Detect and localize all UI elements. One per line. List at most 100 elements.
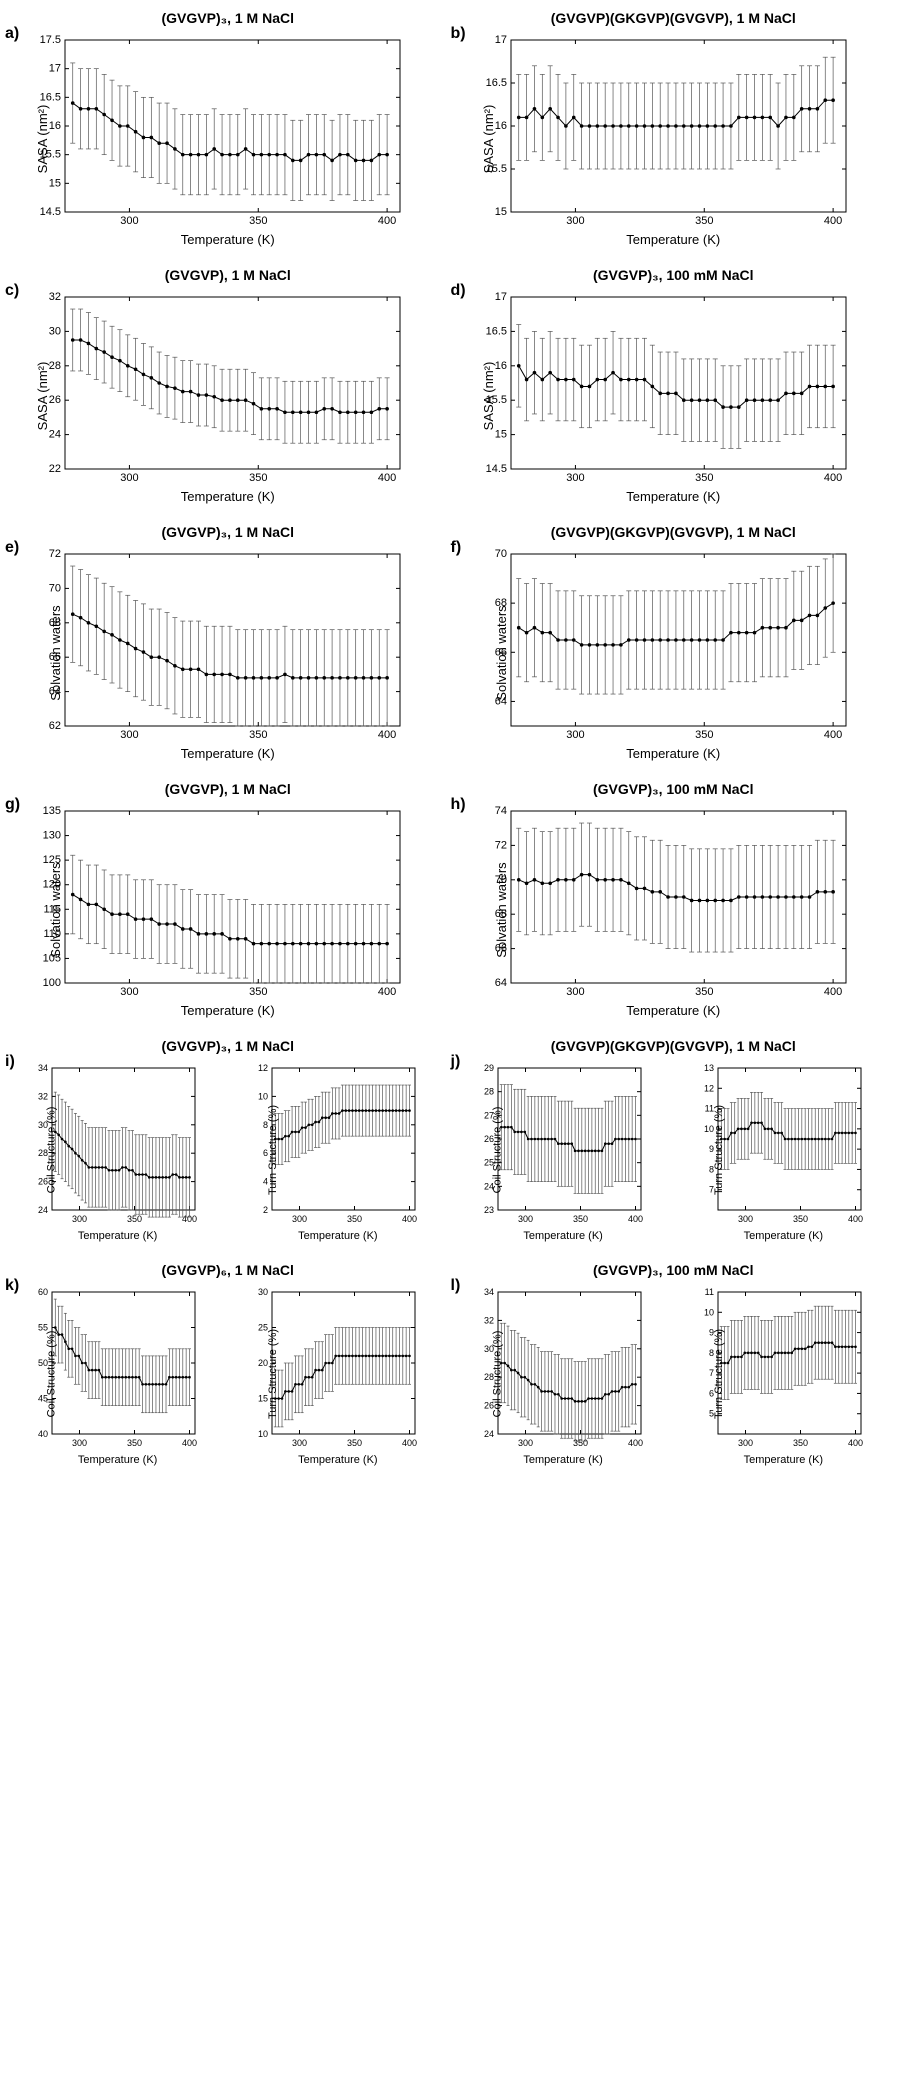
panel-d: d) (GVGVP)₃, 100 mM NaCl 14.51515.51616.… <box>456 267 892 504</box>
x-axis-label: Temperature (K) <box>456 1003 892 1018</box>
svg-text:400: 400 <box>848 1438 863 1448</box>
svg-text:350: 350 <box>572 1214 587 1224</box>
svg-text:350: 350 <box>347 1214 362 1224</box>
chart-title: (GVGVP)₆, 1 M NaCl <box>10 1262 446 1278</box>
svg-text:350: 350 <box>695 729 713 741</box>
svg-text:300: 300 <box>738 1214 753 1224</box>
y-axis-label: Solvation waters <box>494 605 509 700</box>
svg-text:400: 400 <box>402 1214 417 1224</box>
svg-text:72: 72 <box>49 548 61 560</box>
x-axis-label: Temperature (K) <box>10 489 446 504</box>
y-axis-label: Solvation waters <box>494 862 509 957</box>
svg-text:300: 300 <box>566 472 584 484</box>
x-axis-label: Temperature (K) <box>676 1454 891 1466</box>
svg-text:135: 135 <box>43 805 61 817</box>
y-axis-label: SASA (nm²) <box>480 104 495 173</box>
x-axis-label: Temperature (K) <box>676 1230 891 1242</box>
x-axis-label: Temperature (K) <box>456 746 892 761</box>
chart-title: (GVGVP)₃, 100 mM NaCl <box>456 1262 892 1278</box>
svg-text:60: 60 <box>38 1287 48 1297</box>
panel-e: e) (GVGVP)₃, 1 M NaCl 626466687072300350… <box>10 524 446 761</box>
svg-text:70: 70 <box>49 582 61 594</box>
chart-title: (GVGVP)(GKGVP)(GVGVP), 1 M NaCl <box>456 10 892 26</box>
svg-text:24: 24 <box>49 429 61 441</box>
x-axis-label: Temperature (K) <box>10 1003 446 1018</box>
x-axis-label: Temperature (K) <box>10 1230 225 1242</box>
panel-g: g) (GVGVP), 1 M NaCl 1001051101151201251… <box>10 781 446 1018</box>
svg-text:350: 350 <box>695 986 713 998</box>
chart: 646668707274300350400Solvation watersTem… <box>456 801 892 1018</box>
panel-c: c) (GVGVP), 1 M NaCl 2224262830323003504… <box>10 267 446 504</box>
svg-text:400: 400 <box>378 986 396 998</box>
svg-text:34: 34 <box>38 1063 48 1073</box>
svg-text:11: 11 <box>704 1287 713 1297</box>
svg-text:30: 30 <box>258 1287 268 1297</box>
chart: 242628303234300350400Coil Structure (%)T… <box>10 1058 225 1242</box>
svg-text:350: 350 <box>127 1438 142 1448</box>
chart-title: (GVGVP)(GKGVP)(GVGVP), 1 M NaCl <box>456 1038 892 1054</box>
x-axis-label: Temperature (K) <box>456 1230 671 1242</box>
chart-title: (GVGVP)₃, 100 mM NaCl <box>456 267 892 283</box>
y-axis-label: SASA (nm²) <box>35 361 50 430</box>
svg-text:12: 12 <box>704 1083 714 1093</box>
panel-k: k) (GVGVP)₆, 1 M NaCl 404550556030035040… <box>10 1262 446 1466</box>
svg-text:400: 400 <box>378 215 396 227</box>
y-axis-label: Turn Structure (%) <box>267 1329 279 1419</box>
panel-a: a) (GVGVP)₃, 1 M NaCl 14.51515.51616.517… <box>10 10 446 247</box>
svg-text:300: 300 <box>292 1438 307 1448</box>
svg-text:32: 32 <box>49 291 61 303</box>
svg-text:28: 28 <box>49 360 61 372</box>
svg-text:16: 16 <box>494 120 506 132</box>
svg-text:23: 23 <box>483 1205 493 1215</box>
svg-text:16.5: 16.5 <box>485 77 506 89</box>
svg-text:17: 17 <box>49 63 61 75</box>
svg-text:26: 26 <box>49 394 61 406</box>
svg-text:130: 130 <box>43 830 61 842</box>
svg-text:350: 350 <box>793 1214 808 1224</box>
svg-text:350: 350 <box>347 1438 362 1448</box>
chart: 4045505560300350400Coil Structure (%)Tem… <box>10 1282 225 1466</box>
svg-text:10: 10 <box>704 1307 714 1317</box>
panel-f: f) (GVGVP)(GKGVP)(GVGVP), 1 M NaCl 64666… <box>456 524 892 761</box>
svg-text:400: 400 <box>182 1438 197 1448</box>
svg-text:14.5: 14.5 <box>40 206 61 218</box>
svg-text:300: 300 <box>72 1438 87 1448</box>
y-axis-label: SASA (nm²) <box>480 361 495 430</box>
y-axis-label: Turn Structure (%) <box>267 1105 279 1195</box>
svg-text:350: 350 <box>695 472 713 484</box>
chart-title: (GVGVP), 1 M NaCl <box>10 267 446 283</box>
svg-text:100: 100 <box>43 977 61 989</box>
svg-text:70: 70 <box>494 548 506 560</box>
chart: 567891011300350400Turn Structure (%)Temp… <box>676 1282 891 1466</box>
y-axis-label: Coil Structure (%) <box>45 1331 57 1418</box>
y-axis-label: Turn Structure (%) <box>713 1105 725 1195</box>
chart: 78910111213300350400Turn Structure (%)Te… <box>676 1058 891 1242</box>
svg-text:24: 24 <box>38 1205 48 1215</box>
x-axis-label: Temperature (K) <box>10 1454 225 1466</box>
y-axis-label: Solvation waters <box>48 862 63 957</box>
svg-text:300: 300 <box>120 215 138 227</box>
svg-text:350: 350 <box>249 472 267 484</box>
chart: 242628303234300350400Coil Structure (%)T… <box>456 1282 671 1466</box>
panel-l: l) (GVGVP)₃, 100 mM NaCl 242628303234300… <box>456 1262 892 1466</box>
svg-text:10: 10 <box>258 1091 268 1101</box>
y-axis-label: Solvation waters <box>48 605 63 700</box>
y-axis-label: Coil Structure (%) <box>491 1331 503 1418</box>
svg-text:300: 300 <box>517 1438 532 1448</box>
svg-text:14.5: 14.5 <box>485 463 506 475</box>
svg-text:300: 300 <box>566 215 584 227</box>
svg-text:2: 2 <box>263 1205 268 1215</box>
svg-text:300: 300 <box>292 1214 307 1224</box>
svg-text:10: 10 <box>258 1429 268 1439</box>
svg-text:300: 300 <box>120 729 138 741</box>
svg-text:350: 350 <box>793 1438 808 1448</box>
y-axis-label: Turn Structure (%) <box>713 1329 725 1419</box>
panel-b: b) (GVGVP)(GKGVP)(GVGVP), 1 M NaCl 1515.… <box>456 10 892 247</box>
x-axis-label: Temperature (K) <box>456 232 892 247</box>
x-axis-label: Temperature (K) <box>10 746 446 761</box>
svg-text:400: 400 <box>378 472 396 484</box>
svg-text:300: 300 <box>566 729 584 741</box>
svg-text:72: 72 <box>494 839 506 851</box>
y-axis-label: Coil Structure (%) <box>45 1107 57 1194</box>
y-axis-label: Coil Structure (%) <box>491 1107 503 1194</box>
